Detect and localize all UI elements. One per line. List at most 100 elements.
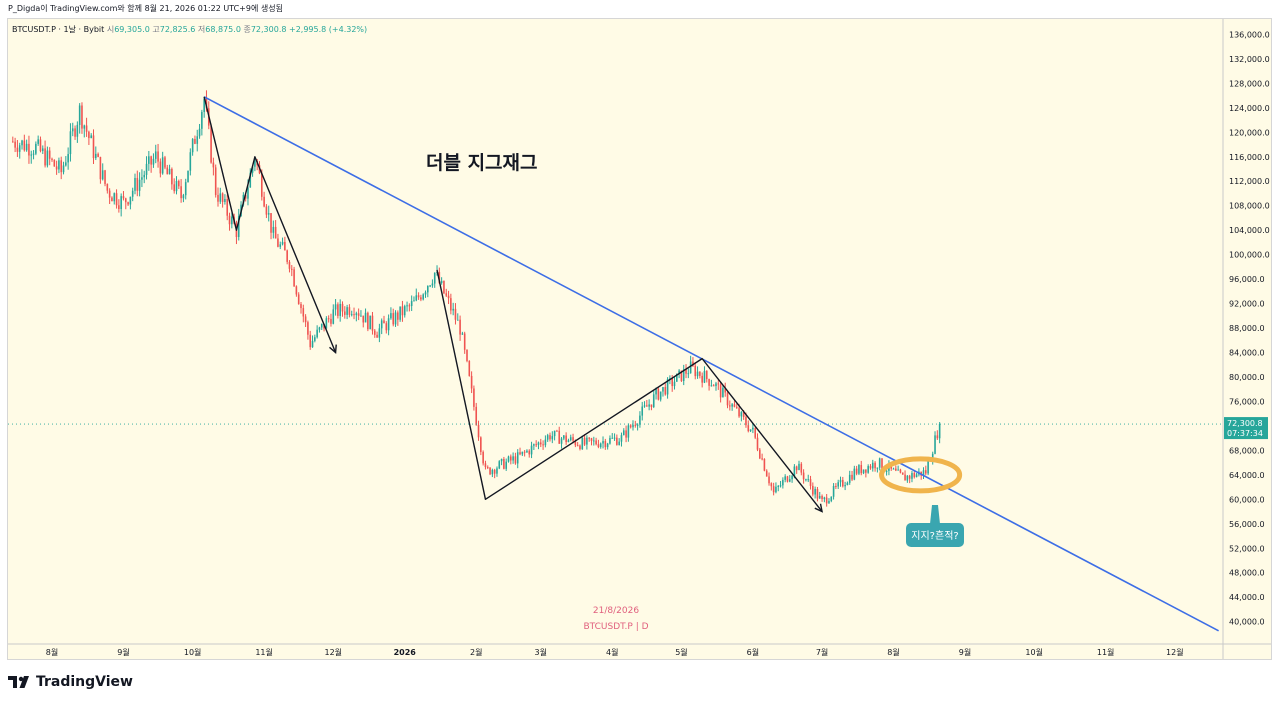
tradingview-logo[interactable]: TradingView bbox=[8, 672, 133, 692]
candle-body bbox=[717, 383, 720, 385]
candle-body bbox=[749, 429, 752, 432]
candle-body bbox=[277, 238, 279, 247]
candle-body bbox=[187, 170, 189, 183]
candle-body bbox=[78, 105, 81, 125]
candle-body bbox=[134, 177, 136, 191]
candle-body bbox=[286, 250, 288, 262]
x-tick-label: 12월 bbox=[325, 647, 343, 657]
candle-body bbox=[392, 313, 395, 325]
candle-body bbox=[23, 140, 26, 151]
candle-body bbox=[249, 172, 252, 188]
candle-body bbox=[604, 441, 607, 448]
candle-body bbox=[406, 305, 408, 307]
zigzag-2-path[interactable] bbox=[436, 269, 823, 512]
candle-body bbox=[881, 458, 883, 470]
candle-body bbox=[535, 444, 537, 446]
candle-body bbox=[569, 437, 572, 441]
candle-body bbox=[710, 385, 713, 387]
candle-body bbox=[16, 147, 19, 152]
publish-line: P_Digda이 TradingView.com와 함께 8월 21, 2026… bbox=[8, 4, 283, 13]
candle-body bbox=[807, 479, 810, 481]
callout-pointer bbox=[930, 505, 940, 524]
downtrend-line[interactable] bbox=[203, 96, 1219, 632]
x-tick-label: 8월 bbox=[887, 647, 899, 657]
candle-body bbox=[687, 373, 690, 375]
y-tick-label: 60,000.0 bbox=[1229, 495, 1265, 504]
candle-body bbox=[825, 497, 828, 504]
candle-body bbox=[516, 452, 519, 464]
candle-body bbox=[636, 424, 639, 426]
candle-body bbox=[320, 323, 323, 328]
symbol-info[interactable]: BTCUSDT.P · 1날 · Bybit bbox=[12, 25, 105, 34]
candle-body bbox=[191, 138, 194, 153]
candle-body bbox=[97, 153, 99, 157]
candle-body bbox=[521, 451, 524, 455]
candle-body bbox=[832, 485, 835, 497]
candle-body bbox=[593, 440, 595, 442]
candle-body bbox=[221, 193, 224, 202]
chart-annotation-title[interactable]: 더블 지그재그 bbox=[426, 152, 538, 174]
candle-body bbox=[539, 442, 542, 445]
candle-body bbox=[588, 437, 590, 439]
price-tag-box[interactable] bbox=[1224, 417, 1268, 440]
candle-body bbox=[618, 441, 620, 445]
candle-body bbox=[367, 312, 369, 330]
candle-body bbox=[878, 458, 881, 468]
candle-body bbox=[925, 470, 927, 474]
candle-body bbox=[452, 308, 454, 311]
callout-box[interactable] bbox=[906, 523, 964, 547]
low-label: 저 bbox=[197, 25, 206, 34]
candle-body bbox=[722, 387, 724, 398]
candle-body bbox=[111, 197, 113, 202]
chart-canvas[interactable]: 136,000.0 132,000.0 128,000.0 124,000.0 120,… bbox=[8, 19, 1272, 660]
candle-body bbox=[161, 157, 164, 174]
candle-body bbox=[860, 465, 863, 474]
callout-label: 지지?흔적? bbox=[911, 529, 958, 542]
candle-body bbox=[81, 105, 83, 129]
candle-body bbox=[812, 485, 814, 495]
candle-body bbox=[237, 216, 240, 238]
candle-body bbox=[18, 145, 21, 152]
candle-body bbox=[745, 416, 747, 426]
y-tick-label: 92,000.0 bbox=[1229, 300, 1265, 309]
candle-body bbox=[560, 438, 563, 444]
watermark-symbol: BTCUSDT.P | D bbox=[583, 622, 648, 632]
candle-body bbox=[129, 196, 132, 205]
candle-body bbox=[224, 198, 226, 202]
support-highlight-ellipse[interactable] bbox=[879, 456, 963, 494]
chart-frame[interactable]: 136,000.0 132,000.0 128,000.0 124,000.0 120,… bbox=[7, 18, 1272, 660]
candle-body bbox=[104, 170, 106, 184]
candle-body bbox=[629, 425, 632, 428]
candle-body bbox=[818, 495, 821, 499]
candle-body bbox=[632, 424, 634, 428]
candle-body bbox=[85, 125, 88, 132]
candle-body bbox=[680, 370, 683, 381]
candle-body bbox=[309, 334, 312, 348]
candle-body bbox=[733, 404, 736, 407]
candle-body bbox=[159, 161, 162, 174]
candle-body bbox=[168, 168, 171, 175]
candle-body bbox=[118, 205, 120, 209]
y-tick-label: 104,000.0 bbox=[1229, 226, 1270, 235]
candle-body bbox=[798, 463, 800, 471]
candle-body bbox=[307, 322, 309, 335]
candle-body bbox=[337, 304, 339, 316]
candle-body bbox=[148, 156, 150, 164]
candle-body bbox=[763, 458, 766, 471]
candle-body bbox=[454, 308, 457, 320]
candle-body bbox=[795, 466, 798, 471]
candle-body bbox=[814, 489, 816, 495]
candle-body bbox=[846, 482, 849, 486]
candle-body bbox=[906, 475, 909, 481]
candle-body bbox=[339, 303, 341, 316]
candle-body bbox=[62, 165, 65, 173]
candle-body bbox=[362, 315, 365, 323]
candle-body bbox=[823, 497, 826, 500]
candle-body bbox=[76, 124, 79, 137]
candle-body bbox=[830, 496, 833, 501]
candle-body bbox=[885, 470, 888, 472]
candle-body bbox=[300, 304, 302, 309]
candle-body bbox=[549, 435, 551, 440]
zigzag-1-path[interactable] bbox=[203, 96, 337, 353]
candle-body bbox=[622, 430, 625, 436]
